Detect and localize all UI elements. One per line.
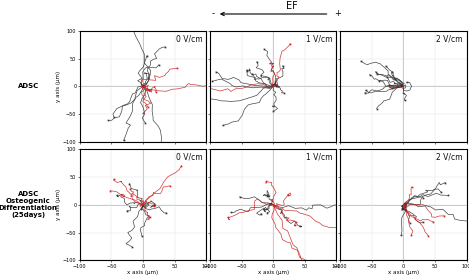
Text: 0 V/cm: 0 V/cm [176,152,203,162]
Text: EF: EF [286,1,298,11]
Text: 2 V/cm: 2 V/cm [436,152,463,162]
Text: 1 V/cm: 1 V/cm [306,34,333,43]
Text: +: + [334,10,341,18]
Text: ADSC
Osteogenic
Differentiation
(25days): ADSC Osteogenic Differentiation (25days) [0,191,58,218]
Text: 1 V/cm: 1 V/cm [306,152,333,162]
Y-axis label: y axis (μm): y axis (μm) [56,189,61,220]
Text: 2 V/cm: 2 V/cm [436,34,463,43]
Text: -: - [212,10,214,18]
X-axis label: x axis (μm): x axis (μm) [257,270,289,275]
Text: 0 V/cm: 0 V/cm [176,34,203,43]
Text: ADSC: ADSC [17,83,39,89]
X-axis label: x axis (μm): x axis (μm) [388,270,419,275]
X-axis label: x axis (μm): x axis (μm) [128,270,159,275]
Y-axis label: y axis (μm): y axis (μm) [56,71,61,102]
